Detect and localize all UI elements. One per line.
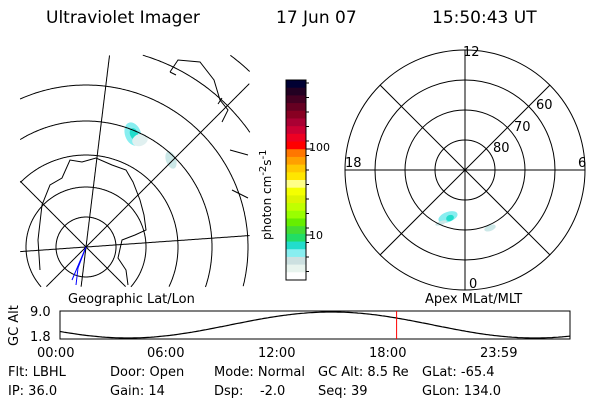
status-seq: Seq: 39 [318, 384, 368, 399]
latitude-circle [130, 247, 147, 288]
colorbar-band [286, 180, 306, 189]
colorbar-band [286, 141, 306, 150]
colorbar-band [286, 133, 306, 143]
date: 17 Jun 07 [276, 8, 357, 28]
latitude-circle [230, 54, 251, 72]
colorbar-band [286, 241, 306, 250]
instrument-title: Ultraviolet Imager [46, 8, 200, 28]
colorbar-band [286, 118, 306, 127]
latitude-circle [242, 247, 249, 287]
status-filter: Flt: LBHL [8, 365, 66, 380]
aurora-blob [435, 220, 447, 226]
colorbar-band [286, 80, 306, 89]
satellite-track [71, 246, 87, 281]
aurora-blob [446, 214, 454, 222]
mlt-label-12: 12 [463, 45, 480, 60]
colorbar-band [286, 187, 306, 196]
time: 15:50:43 UT [432, 8, 537, 28]
latitude-circle [19, 120, 213, 247]
status-mode: Mode: Normal [214, 365, 305, 380]
colorbar-band [286, 264, 306, 273]
xtick-1200: 12:00 [258, 346, 296, 361]
colorbar-band [286, 249, 306, 258]
colorbar-band [286, 126, 306, 135]
latitude-circle [25, 186, 147, 288]
colorbar-band [286, 172, 306, 181]
altitude-ytick-9: 9.0 [30, 305, 51, 320]
geographic-title: Geographic Lat/Lon [68, 292, 195, 307]
colorbar-band [286, 164, 306, 173]
meridian-line [379, 84, 551, 256]
colorbar-frame [285, 79, 307, 281]
longitude-line [20, 235, 250, 253]
status-ip: IP: 36.0 [8, 384, 58, 399]
colorbar-band [286, 218, 306, 227]
mlt-label-18: 18 [345, 156, 362, 171]
aurora-blob [132, 133, 148, 147]
colorbar-band [286, 203, 306, 212]
colorbar-band [286, 156, 306, 166]
xtick-0000: 00:00 [37, 346, 75, 361]
latitude-circle [168, 247, 179, 287]
status-glon: GLon: 134.0 [422, 384, 502, 399]
colorbar-band [286, 149, 306, 158]
xtick-1800: 18:00 [369, 346, 407, 361]
status-dsp: Dsp: -2.0 [214, 384, 286, 399]
colorbar-band [286, 87, 306, 96]
latitude-circle [55, 216, 117, 278]
status-door: Door: Open [110, 365, 185, 380]
status-gain: Gain: 14 [110, 384, 165, 399]
longitude-line [46, 83, 250, 287]
mlt-label-6: 6 [578, 156, 587, 171]
altitude-frame [59, 310, 571, 340]
colorbar-band [286, 110, 306, 119]
xtick-2359: 23:59 [480, 346, 518, 361]
coastline [169, 59, 249, 199]
colorbar-band [286, 210, 306, 219]
lat-label-60: 60 [536, 98, 553, 113]
colorbar-band [286, 233, 306, 243]
lat-label-70: 70 [514, 120, 531, 135]
longitude-line [19, 180, 126, 287]
latitude-circle [142, 54, 251, 133]
status-gc-alt: GC Alt: 8.5 Re [318, 365, 409, 380]
colorbar-band [286, 226, 306, 235]
colorbar-tick-100: 100 [309, 141, 330, 154]
apex-title: Apex MLat/MLT [425, 292, 523, 307]
latitude-circle [20, 154, 179, 247]
latitude-circle [205, 247, 213, 288]
colorbar-band [286, 95, 306, 104]
latitude-circle [19, 84, 249, 247]
mlt-label-0: 0 [469, 277, 478, 292]
colorbar-band [286, 256, 306, 266]
colorbar-band [286, 103, 306, 112]
lat-label-80: 80 [493, 141, 510, 156]
status-glat: GLat: -65.4 [422, 365, 495, 380]
altitude-curve [59, 311, 571, 339]
coastline [37, 157, 147, 286]
colorbar-label: photon cm-2s-1 [258, 149, 274, 240]
colorbar-tick-10: 10 [309, 229, 323, 242]
colorbar-band [286, 272, 306, 281]
altitude-ylabel: GC Alt [7, 305, 22, 346]
xtick-0600: 06:00 [147, 346, 185, 361]
altitude-ytick-1.8: 1.8 [30, 330, 51, 345]
colorbar-band [286, 195, 306, 204]
